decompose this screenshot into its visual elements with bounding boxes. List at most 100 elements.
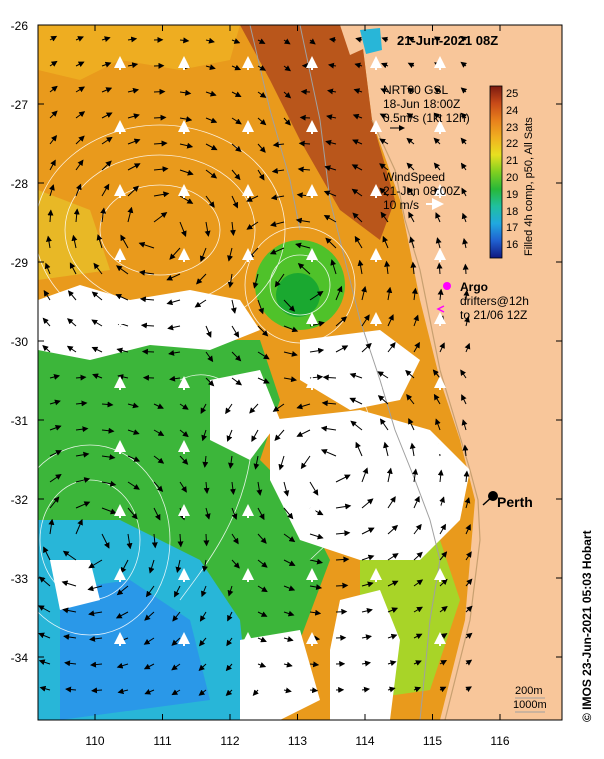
current-arrow bbox=[93, 262, 103, 275]
current-arrow bbox=[143, 637, 155, 645]
lon-tick-label: 111 bbox=[153, 734, 172, 748]
current-arrow bbox=[295, 242, 311, 249]
current-arrow bbox=[166, 273, 181, 281]
colorbar-tick-label: 16 bbox=[506, 239, 519, 252]
current-arrow bbox=[205, 37, 215, 44]
current-arrow bbox=[283, 687, 292, 694]
current-arrow bbox=[309, 609, 322, 616]
current-arrow bbox=[88, 610, 103, 617]
current-arrow bbox=[75, 159, 84, 171]
current-arrow bbox=[49, 374, 61, 380]
current-arrow bbox=[153, 455, 165, 464]
current-arrow bbox=[115, 293, 129, 301]
current-arrow bbox=[96, 234, 103, 249]
colorbar-tick-label: 21 bbox=[506, 155, 519, 168]
current-arrow bbox=[75, 426, 89, 433]
current-arrow bbox=[309, 533, 324, 540]
current-arrow bbox=[75, 36, 84, 42]
current-arrow bbox=[352, 113, 363, 120]
current-arrow bbox=[179, 169, 194, 176]
current-arrow bbox=[335, 582, 349, 589]
current-arrow bbox=[75, 477, 91, 483]
current-arrow bbox=[387, 496, 396, 509]
current-arrow bbox=[49, 35, 58, 42]
current-arrow bbox=[361, 581, 374, 588]
current-arrow bbox=[412, 468, 419, 483]
current-arrow bbox=[75, 374, 87, 381]
current-arrow bbox=[377, 371, 389, 379]
current-arrow bbox=[179, 481, 187, 493]
current-arrow bbox=[252, 689, 259, 696]
ocean-hot bbox=[240, 25, 395, 240]
current-arrow bbox=[270, 194, 285, 201]
current-arrow bbox=[231, 169, 241, 181]
current-arrow bbox=[64, 660, 77, 667]
current-arrow bbox=[257, 559, 268, 568]
current-arrow bbox=[283, 661, 293, 668]
colorbar-tick-label: 20 bbox=[506, 172, 519, 184]
current-arrow bbox=[309, 38, 316, 45]
current-arrow bbox=[38, 605, 51, 613]
lat-tick-label: -28 bbox=[10, 177, 28, 191]
current-arrow bbox=[326, 114, 337, 121]
current-arrow bbox=[351, 164, 363, 171]
current-arrow bbox=[386, 467, 393, 483]
current-arrow bbox=[295, 217, 311, 224]
current-arrow bbox=[205, 195, 215, 208]
current-arrow bbox=[283, 91, 292, 99]
current-arrow bbox=[361, 314, 370, 327]
current-arrow bbox=[413, 633, 423, 640]
current-arrow bbox=[127, 113, 140, 120]
current-arrow bbox=[350, 420, 363, 431]
argo-marker bbox=[443, 282, 451, 290]
current-arrow bbox=[174, 585, 181, 598]
current-arrow bbox=[91, 687, 103, 694]
current-arrow bbox=[270, 221, 285, 227]
current-arrow bbox=[355, 36, 363, 43]
current-arrow bbox=[39, 576, 51, 587]
current-arrow bbox=[228, 455, 234, 469]
current-arrow bbox=[335, 285, 343, 301]
current-arrow bbox=[204, 221, 211, 237]
current-arrow bbox=[88, 559, 103, 569]
wind-legend-line3: 10 m/s bbox=[383, 198, 420, 212]
current-arrow bbox=[257, 533, 267, 544]
current-arrow bbox=[283, 38, 291, 45]
current-arrow bbox=[71, 234, 78, 249]
current-arrow bbox=[463, 289, 470, 301]
current-arrow bbox=[361, 634, 372, 641]
current-arrow bbox=[230, 299, 237, 314]
current-arrow bbox=[91, 319, 103, 327]
depth-200-label: 200m bbox=[515, 685, 543, 697]
current-arrow bbox=[75, 61, 85, 68]
current-arrow bbox=[194, 299, 207, 308]
current-arrow bbox=[380, 88, 389, 94]
current-arrow bbox=[322, 374, 337, 381]
current-arrow bbox=[205, 117, 218, 124]
current-arrow bbox=[101, 427, 115, 434]
cloud-1 bbox=[38, 285, 260, 360]
current-arrow bbox=[200, 403, 207, 415]
current-arrow bbox=[138, 241, 155, 249]
current-arrow bbox=[460, 137, 467, 145]
axis-ticks bbox=[38, 24, 562, 720]
current-arrow bbox=[462, 238, 469, 249]
current-arrow bbox=[297, 262, 311, 275]
current-arrow bbox=[407, 62, 415, 69]
current-arrow bbox=[335, 316, 348, 327]
lat-tick-label: -30 bbox=[10, 335, 28, 349]
current-arrow bbox=[67, 318, 77, 327]
current-arrow bbox=[439, 551, 448, 561]
current-arrow bbox=[126, 533, 133, 550]
current-arrow bbox=[101, 401, 114, 408]
current-arrow bbox=[283, 559, 296, 566]
current-arrow bbox=[49, 60, 58, 67]
current-arrow bbox=[90, 661, 103, 668]
current-arrow bbox=[127, 402, 139, 409]
current-arrow bbox=[49, 450, 62, 457]
current-arrow bbox=[140, 322, 155, 329]
current-arrow bbox=[257, 636, 267, 643]
current-arrow bbox=[101, 36, 111, 42]
current-arrow bbox=[361, 686, 371, 693]
perth-label: Perth bbox=[497, 494, 533, 510]
